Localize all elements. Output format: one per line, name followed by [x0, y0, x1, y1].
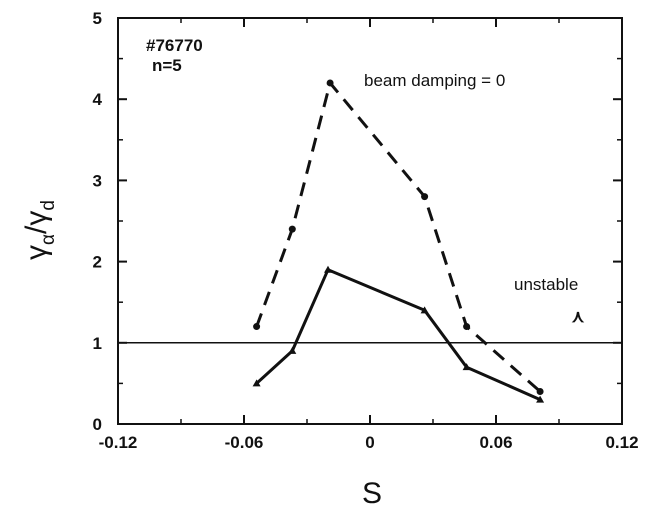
series-label-beam-damping: beam damping = 0 — [364, 71, 505, 90]
x-tick-label: 0.12 — [605, 433, 638, 452]
x-tick-label: -0.12 — [99, 433, 138, 452]
series-0-point-1 — [288, 225, 296, 233]
y-tick-label: 5 — [93, 9, 102, 28]
series-0-point-5 — [536, 388, 544, 396]
x-axis-label: S — [362, 477, 382, 510]
series-0-point-0 — [253, 323, 261, 331]
series-1-point-5 — [536, 395, 545, 403]
y-axis-label: γα/γd — [20, 200, 59, 260]
series-1-point-2 — [324, 265, 332, 273]
x-tick-label: -0.06 — [225, 433, 264, 452]
series-1-point-1 — [288, 346, 297, 354]
x-tick-label: 0 — [365, 433, 374, 452]
y-tick-label: 1 — [93, 334, 102, 353]
y-axis-label-sub-d: d — [38, 200, 59, 211]
series-0-point-4 — [463, 323, 471, 331]
series-line-1 — [255, 268, 541, 401]
series-1-point-3 — [420, 306, 429, 314]
series-1-point-0 — [252, 379, 261, 387]
x-tick-label: 0.06 — [479, 433, 512, 452]
svg-text:γα/γd: γα/γd — [20, 200, 59, 260]
y-tick-label: 0 — [93, 415, 102, 434]
y-axis-label-main-2: γ — [20, 211, 53, 226]
annotation-shot: #76770 — [146, 36, 203, 55]
y-axis-label-sub-alpha: α — [38, 234, 59, 245]
y-axis-label-main: γ — [20, 245, 53, 260]
y-tick-label: 3 — [93, 171, 102, 190]
annotation-mode: n=5 — [152, 56, 182, 75]
axes: -0.12 -0.06 0 0.06 0.12 0 1 2 3 4 5 — [93, 9, 639, 452]
series-line-0 — [255, 81, 542, 393]
series-layer — [252, 79, 545, 403]
y-tick-label: 4 — [93, 90, 103, 109]
unstable-arrow-icon: ⋏ — [571, 307, 585, 326]
y-axis-label-slash: / — [20, 225, 53, 234]
series-0-point-3 — [421, 193, 429, 201]
y-tick-label: 2 — [93, 253, 102, 272]
annotation-unstable: unstable — [514, 275, 578, 294]
series-0-point-2 — [326, 79, 334, 87]
series-1-point-4 — [462, 363, 471, 371]
